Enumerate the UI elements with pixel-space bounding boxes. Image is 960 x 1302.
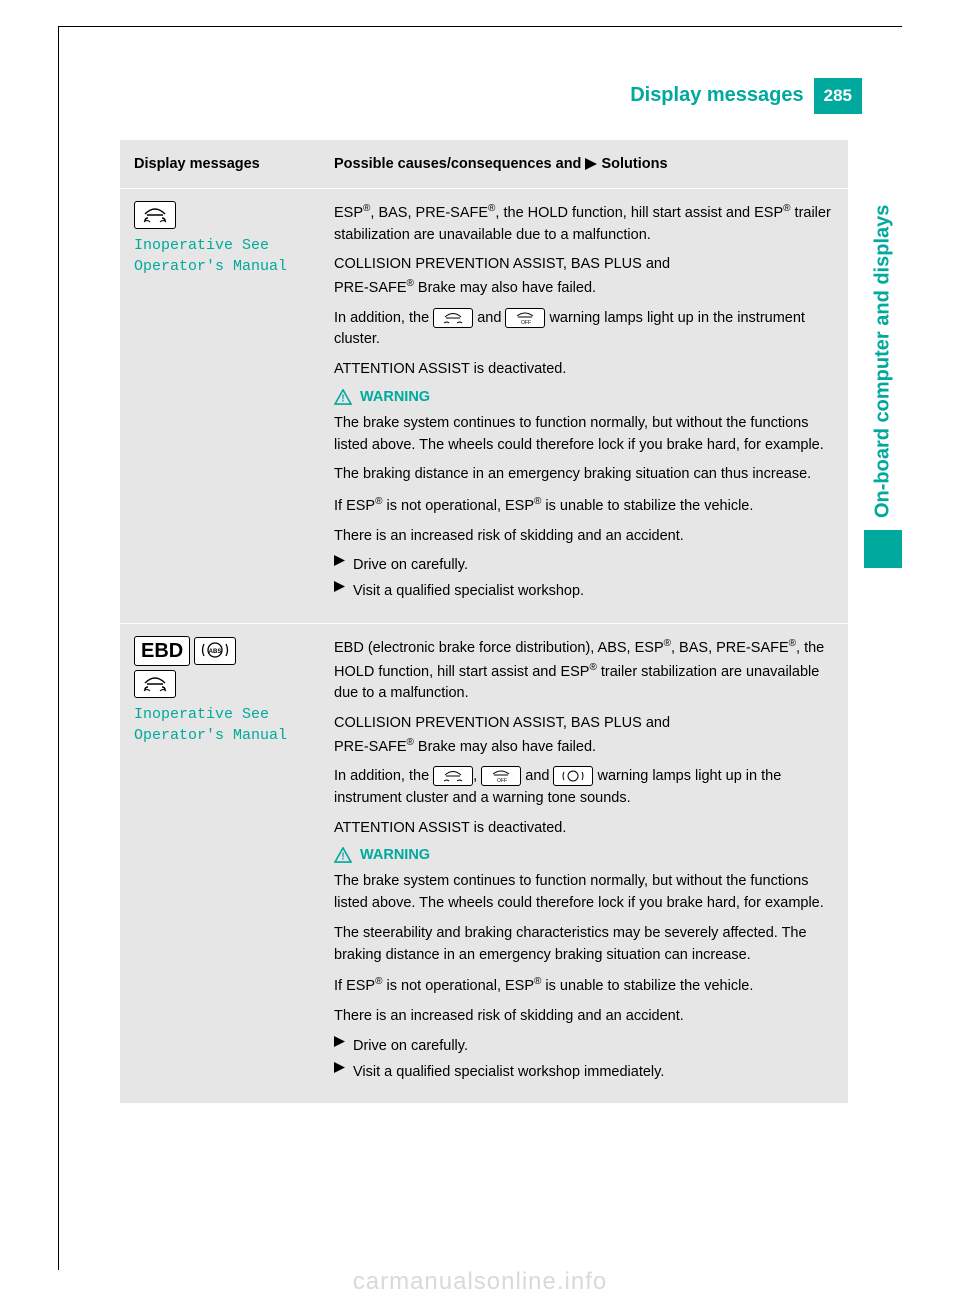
svg-text:!: !	[341, 393, 344, 404]
triangle-right-icon	[334, 581, 345, 592]
warning-triangle-icon: !	[334, 847, 352, 863]
display-code: Inoperative See Operator's Manual	[134, 235, 306, 277]
content-area: Display messages Possible causes/consequ…	[120, 140, 848, 1103]
para: ATTENTION ASSIST is deactivated.	[334, 359, 834, 381]
reg-mark: ®	[407, 737, 414, 748]
code-line: Operator's Manual	[134, 258, 287, 275]
para: In addition, the , OFF and warning lamps…	[334, 766, 834, 810]
crop-tick	[884, 26, 902, 27]
table-row: Inoperative See Operator's Manual ESP®, …	[120, 189, 848, 624]
th-solutions: Possible causes/consequences and Solutio…	[320, 140, 848, 189]
esp-car-icon	[134, 670, 176, 698]
code-line: Inoperative See	[134, 237, 269, 254]
table-row: EBD ABS Inoperative See Operator's Manua…	[120, 623, 848, 1103]
para: If ESP® is not operational, ESP® is unab…	[334, 494, 834, 518]
code-line: Inoperative See	[134, 706, 269, 723]
abs-icon: ABS	[194, 637, 236, 665]
para: ATTENTION ASSIST is deactivated.	[334, 818, 834, 840]
svg-text:!: !	[341, 852, 344, 863]
warning-triangle-icon: !	[334, 389, 352, 405]
side-tab-marker	[864, 530, 902, 568]
triangle-right-icon	[585, 158, 597, 170]
reg-mark: ®	[407, 278, 414, 289]
solution-item: Visit a qualified specialist workshop im…	[334, 1062, 834, 1084]
th-text: Solutions	[597, 156, 667, 172]
solution-text: Drive on carefully.	[353, 1036, 468, 1058]
triangle-right-icon	[334, 1062, 345, 1073]
solution-text: Drive on carefully.	[353, 555, 468, 577]
esp-lamp-icon	[433, 766, 473, 786]
para: The steerability and braking characteris…	[334, 923, 834, 967]
header-title: Display messages	[630, 78, 813, 114]
warning-heading: ! WARNING	[334, 847, 834, 863]
solution-item: Visit a qualified specialist workshop.	[334, 581, 834, 603]
para: The brake system continues to function n…	[334, 413, 834, 457]
reg-mark: ®	[589, 662, 596, 673]
reg-mark: ®	[783, 203, 790, 214]
cell-display: EBD ABS Inoperative See Operator's Manua…	[120, 623, 320, 1103]
warning-label: WARNING	[360, 847, 430, 863]
para: COLLISION PREVENTION ASSIST, BAS PLUS an…	[334, 254, 834, 299]
solution-text: Visit a qualified specialist workshop im…	[353, 1062, 664, 1084]
watermark: carmanualsonline.info	[0, 1268, 960, 1296]
para: If ESP® is not operational, ESP® is unab…	[334, 974, 834, 998]
svg-text:OFF: OFF	[521, 320, 531, 325]
svg-text:OFF: OFF	[497, 778, 507, 783]
warning-label: WARNING	[360, 389, 430, 405]
abs-lamp-icon	[553, 766, 593, 786]
esp-off-lamp-icon: OFF	[481, 766, 521, 786]
solution-item: Drive on carefully.	[334, 1036, 834, 1058]
para: The braking distance in an emergency bra…	[334, 464, 834, 486]
para: There is an increased risk of skidding a…	[334, 1006, 834, 1028]
ebd-icon: EBD	[134, 636, 190, 666]
para: In addition, the and OFF warning lamps l…	[334, 308, 834, 352]
cell-display: Inoperative See Operator's Manual	[120, 189, 320, 624]
side-tab-label: On-board computer and displays	[864, 118, 902, 518]
th-display-messages: Display messages	[120, 140, 320, 189]
icon-row	[134, 670, 306, 698]
reg-mark: ®	[664, 638, 671, 649]
table-header-row: Display messages Possible causes/consequ…	[120, 140, 848, 189]
para: ESP®, BAS, PRE-SAFE®, the HOLD function,…	[334, 201, 834, 246]
th-text: Possible causes/consequences and	[334, 156, 585, 172]
reg-mark: ®	[789, 638, 796, 649]
esp-lamp-icon	[433, 308, 473, 328]
cell-solution: EBD (electronic brake force distribution…	[320, 623, 848, 1103]
code-line: Operator's Manual	[134, 727, 287, 744]
page-number: 285	[814, 78, 862, 114]
svg-text:ABS: ABS	[209, 649, 222, 655]
page-header: Display messages 285	[120, 78, 862, 114]
esp-car-icon	[134, 201, 176, 229]
para: COLLISION PREVENTION ASSIST, BAS PLUS an…	[334, 713, 834, 758]
solution-item: Drive on carefully.	[334, 555, 834, 577]
icon-row: EBD ABS	[134, 636, 306, 666]
para: The brake system continues to function n…	[334, 871, 834, 915]
display-code: Inoperative See Operator's Manual	[134, 704, 306, 746]
messages-table: Display messages Possible causes/consequ…	[120, 140, 848, 1103]
warning-heading: ! WARNING	[334, 389, 834, 405]
esp-off-lamp-icon: OFF	[505, 308, 545, 328]
cell-solution: ESP®, BAS, PRE-SAFE®, the HOLD function,…	[320, 189, 848, 624]
para: EBD (electronic brake force distribution…	[334, 636, 834, 705]
side-tab: On-board computer and displays	[864, 116, 902, 568]
solution-text: Visit a qualified specialist workshop.	[353, 581, 584, 603]
triangle-right-icon	[334, 1036, 345, 1047]
para: There is an increased risk of skidding a…	[334, 526, 834, 548]
triangle-right-icon	[334, 555, 345, 566]
